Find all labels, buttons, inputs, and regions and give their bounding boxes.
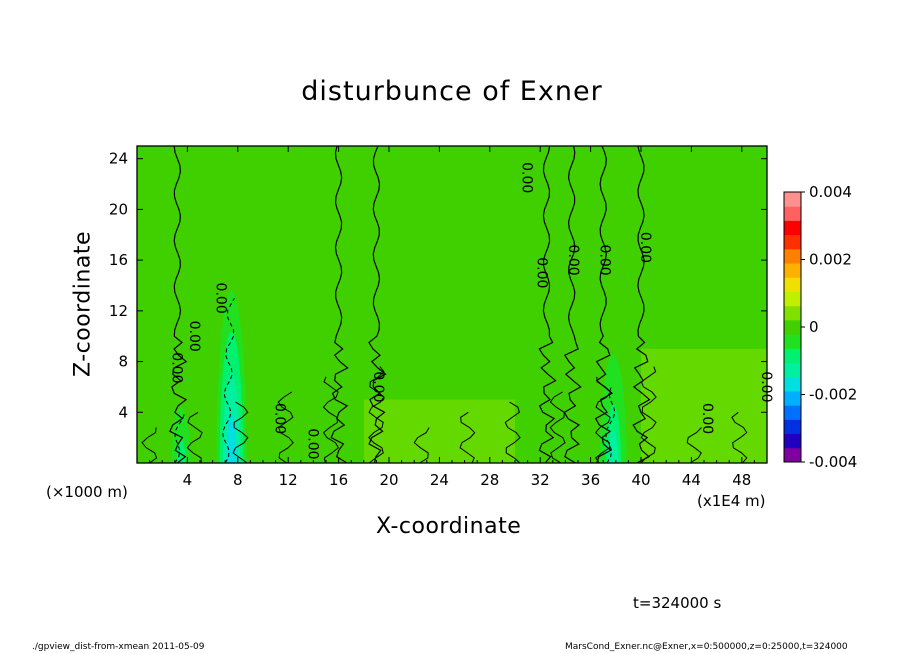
contour-line <box>368 146 387 463</box>
contour-line <box>504 401 521 463</box>
colorbar-tick-label: 0 <box>809 318 819 336</box>
x-tick-label: 48 <box>732 471 751 489</box>
x-tick-label: 12 <box>279 471 298 489</box>
colorbar-tick-label: 0.002 <box>809 251 852 269</box>
colorbar-swatch <box>784 376 801 392</box>
y-tick-label: 12 <box>109 302 128 320</box>
contour-label: 0.00 <box>370 371 386 402</box>
heatmap-positive-region <box>363 399 515 463</box>
footer-left: ./gpview_dist-from-xmean 2011-05-09 <box>32 642 205 652</box>
y-tick-label: 24 <box>109 150 128 168</box>
x-tick-label: 28 <box>480 471 499 489</box>
colorbar: 0.004 0.002 0 -0.002 -0.004 <box>783 183 857 471</box>
x-tick-label: 16 <box>329 471 348 489</box>
colorbar-tick-label: -0.004 <box>809 453 857 471</box>
colorbar-tick-label: 0.004 <box>809 183 852 201</box>
heatmap-field <box>137 146 767 463</box>
contour-line <box>330 146 349 463</box>
x-unit-label: (×1000 m) <box>46 483 128 501</box>
x-tick-label: 20 <box>379 471 398 489</box>
colorbar-swatch <box>784 447 801 463</box>
contour-line <box>538 146 557 463</box>
heatmap-positive-region <box>641 348 767 463</box>
x-tick-label: 4 <box>183 471 193 489</box>
contour-line <box>277 391 294 463</box>
colorbar-swatch <box>784 277 801 292</box>
colorbar-swatch <box>784 192 801 207</box>
contour-line-negative <box>222 297 235 463</box>
colorbar-swatch <box>784 419 801 435</box>
colorbar-swatch <box>784 405 801 420</box>
contour-label: 0.00 <box>272 403 288 434</box>
contour-line <box>169 146 188 463</box>
contour-line <box>549 391 566 463</box>
contour-label: 0.00 <box>534 257 550 288</box>
contour-line <box>563 146 582 463</box>
y-tick-label: 16 <box>109 251 128 269</box>
colorbar-tick-label: -0.002 <box>809 386 857 404</box>
contour-label: 0.00 <box>519 162 535 193</box>
contour-line <box>186 411 203 463</box>
colorbar-swatch <box>784 334 801 349</box>
contour-label: 0.00 <box>699 403 715 434</box>
contour-label: 0.00 <box>304 428 320 459</box>
contour-label: 0.00 <box>212 283 228 314</box>
contour-label: 0.00 <box>168 352 184 383</box>
y-tick-label: 20 <box>109 200 128 218</box>
colorbar-swatch <box>784 348 801 364</box>
colorbar-swatch <box>784 319 801 335</box>
x-tick-label: 36 <box>581 471 600 489</box>
contour-line-negative <box>174 412 186 463</box>
contour-line <box>459 411 476 463</box>
y-tick-label: 4 <box>118 403 128 421</box>
y-axis-label: Z-coordinate <box>70 231 96 377</box>
time-label: t=324000 s <box>633 594 722 612</box>
x-tick-label: 44 <box>682 471 701 489</box>
colorbar-swatch <box>784 433 801 449</box>
x-scale-label: (x1E4 m) <box>697 492 766 510</box>
contour-label: 0.00 <box>565 245 581 276</box>
x-tick-label: 40 <box>631 471 650 489</box>
colorbar-swatch <box>784 305 801 321</box>
colorbar-swatch <box>784 390 801 406</box>
contour-line <box>141 427 158 463</box>
footer-right: MarsCond_Exner.nc@Exner,x=0:500000,z=0:2… <box>565 642 848 652</box>
contour-line <box>632 146 651 463</box>
contour-label: 0.00 <box>186 321 202 352</box>
colorbar-swatch <box>784 206 801 221</box>
x-axis-label: X-coordinate <box>376 514 522 539</box>
contour-line <box>322 376 340 463</box>
colorbar-swatch <box>784 362 801 378</box>
colorbar-swatch <box>784 220 801 236</box>
contour-line <box>731 411 748 463</box>
chart-title: disturbunce of Exner <box>301 76 603 107</box>
colorbar-swatch <box>784 248 801 264</box>
x-tick-label: 32 <box>531 471 550 489</box>
contour-label: 0.00 <box>758 371 774 402</box>
contour-line <box>232 401 249 463</box>
contour-line <box>594 146 614 463</box>
colorbar-swatch <box>784 291 801 307</box>
contour-lines <box>141 146 748 463</box>
y-tick-label: 8 <box>118 353 128 371</box>
contour-labels: 0.000.000.000.000.000.000.000.00 0.00 0.00… <box>168 162 774 459</box>
contour-line <box>640 366 657 463</box>
colorbar-swatch <box>784 263 801 278</box>
x-tick-label: 24 <box>430 471 449 489</box>
contour-line <box>413 427 430 463</box>
colorbar-swatch <box>784 234 801 250</box>
contour-label: 0.00 <box>597 245 613 276</box>
contour-label: 0.00 <box>637 232 653 263</box>
contour-line <box>368 366 385 463</box>
x-tick-label: 8 <box>233 471 243 489</box>
contour-line <box>686 427 702 463</box>
